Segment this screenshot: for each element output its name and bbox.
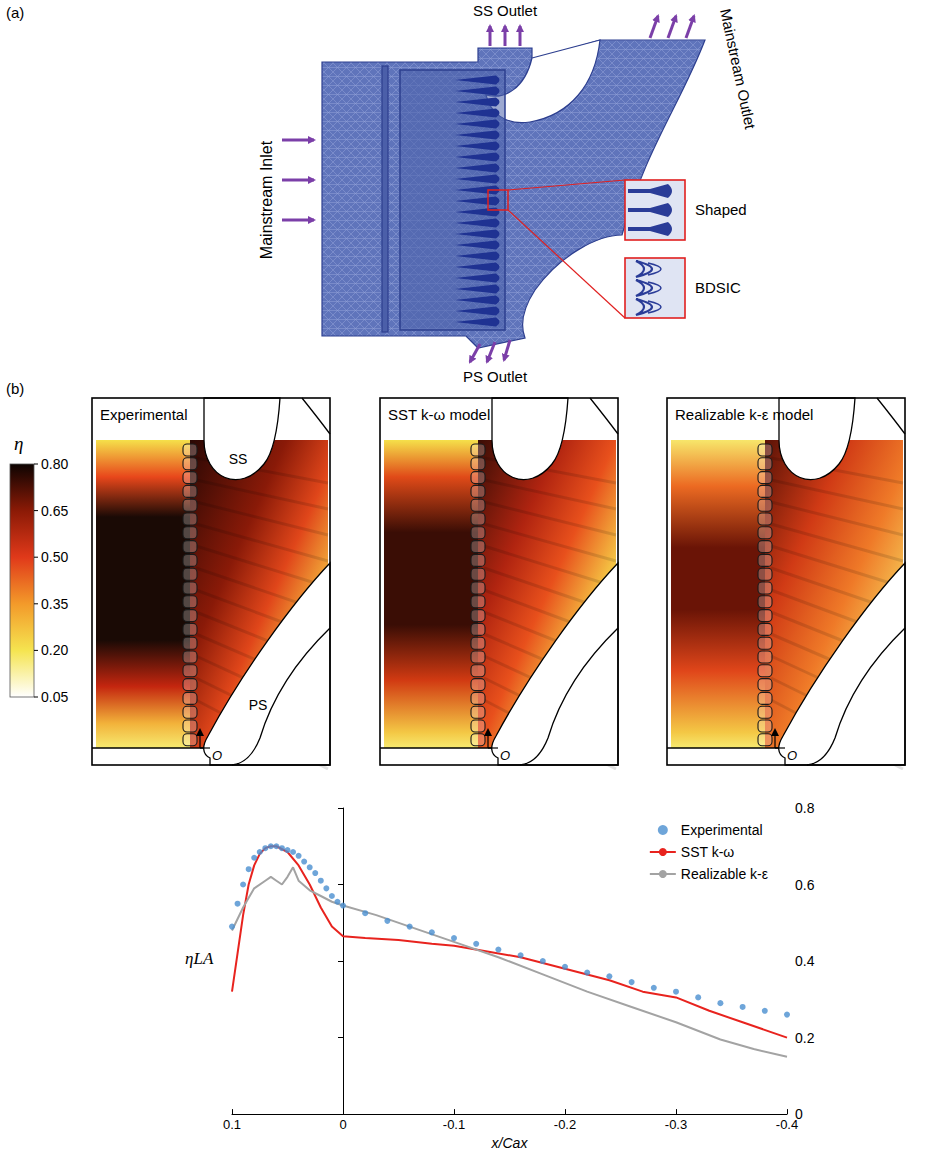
svg-text:Experimental: Experimental	[681, 822, 763, 838]
svg-text:SS Outlet: SS Outlet	[473, 2, 538, 19]
svg-text:0.80: 0.80	[41, 456, 68, 472]
svg-text:0.2: 0.2	[795, 1030, 815, 1046]
svg-text:SST k-ω: SST k-ω	[681, 844, 735, 860]
svg-text:0.1: 0.1	[223, 1117, 241, 1132]
svg-text:Realizable k-ε model: Realizable k-ε model	[675, 406, 813, 423]
svg-text:-0.3: -0.3	[665, 1117, 687, 1132]
svg-text:0.35: 0.35	[41, 596, 68, 612]
svg-text:0.50: 0.50	[41, 549, 68, 565]
svg-text:ηLA: ηLA	[185, 949, 214, 968]
svg-text:O: O	[500, 748, 510, 763]
svg-text:x/Cax: x/Cax	[491, 1135, 529, 1151]
svg-text:0: 0	[339, 1117, 346, 1132]
svg-text:O: O	[212, 748, 222, 763]
svg-text:0.4: 0.4	[795, 953, 815, 969]
svg-text:SST k-ω model: SST k-ω model	[388, 406, 490, 423]
svg-text:Mainstream Inlet: Mainstream Inlet	[258, 140, 275, 259]
svg-text:0.05: 0.05	[41, 689, 68, 705]
svg-text:(b): (b)	[6, 380, 24, 397]
svg-text:Shaped: Shaped	[695, 201, 747, 218]
svg-text:O: O	[787, 748, 797, 763]
svg-text:0: 0	[795, 1106, 803, 1123]
svg-text:0.6: 0.6	[795, 877, 815, 893]
svg-text:PS: PS	[249, 697, 268, 713]
svg-text:Experimental: Experimental	[100, 406, 188, 423]
svg-text:SS: SS	[229, 451, 248, 467]
svg-text:Realizable k-ε: Realizable k-ε	[681, 866, 768, 882]
svg-text:(a): (a)	[6, 4, 24, 21]
svg-text:Mainstream Outlet: Mainstream Outlet	[717, 7, 759, 131]
svg-text:η: η	[14, 433, 23, 454]
svg-text:-0.4: -0.4	[776, 1117, 798, 1132]
svg-text:-0.2: -0.2	[554, 1117, 576, 1132]
svg-text:0.8: 0.8	[795, 800, 815, 816]
svg-text:BDSIC: BDSIC	[695, 279, 741, 296]
svg-text:0.65: 0.65	[41, 503, 68, 519]
svg-text:PS Outlet: PS Outlet	[463, 368, 528, 385]
svg-text:-0.1: -0.1	[443, 1117, 465, 1132]
svg-text:0.20: 0.20	[41, 642, 68, 658]
